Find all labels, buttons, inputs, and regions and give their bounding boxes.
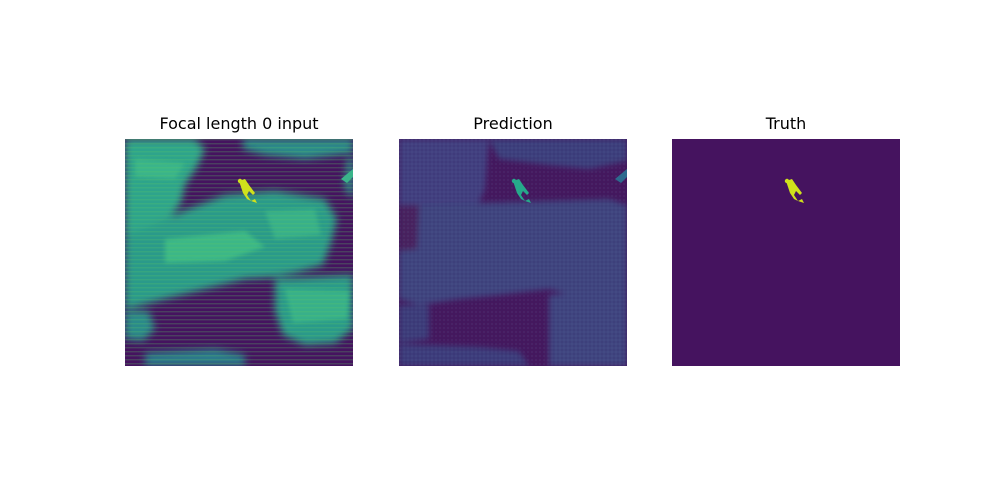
target-figure-input [237, 178, 257, 203]
panel-input: Focal length 0 input [125, 112, 353, 366]
panel-truth: Truth [672, 112, 900, 366]
panel-title-truth: Truth [765, 114, 807, 133]
truth-image [672, 139, 900, 366]
target-figure-prediction [511, 178, 531, 203]
target-figure-truth [784, 178, 804, 203]
panel-title-input: Focal length 0 input [159, 114, 319, 133]
panel-title-prediction: Prediction [473, 114, 553, 133]
panel-prediction: Prediction [399, 112, 627, 366]
prediction-image [399, 139, 627, 366]
input-image [125, 139, 353, 366]
